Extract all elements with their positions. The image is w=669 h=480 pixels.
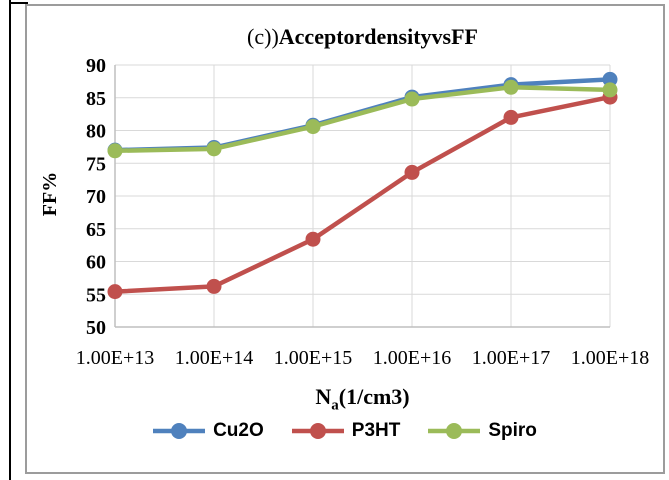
x-tick-label: 1.00E+14 (175, 347, 254, 369)
legend-label: P3HT (351, 420, 401, 441)
legend-marker-icon (291, 423, 344, 439)
chart-title-prefix: (c)) (247, 24, 279, 49)
legend-item-p3ht: P3HT (291, 420, 401, 442)
chart-title: (c))AcceptordensityvsFF (115, 24, 610, 50)
x-tick-label: 1.00E+15 (274, 347, 353, 369)
data-point-spiro (107, 143, 123, 159)
x-tick-label: 1.00E+18 (571, 347, 650, 369)
data-point-p3ht (503, 109, 519, 125)
y-tick-label: 65 (86, 219, 106, 241)
y-tick-label: 60 (86, 252, 106, 274)
legend-item-spiro: Spiro (428, 420, 537, 442)
legend-item-cu2o: Cu2O (153, 420, 264, 442)
y-tick-label: 55 (86, 284, 106, 306)
y-tick-label: 90 (86, 55, 106, 77)
legend-marker-icon (153, 423, 206, 439)
table-border-horizontal (9, 2, 28, 4)
data-point-p3ht (305, 231, 321, 247)
x-axis-title-units: (1/cm3) (338, 384, 410, 409)
chart-legend: Cu2O P3HT Spiro (27, 420, 663, 442)
legend-marker-icon (428, 423, 481, 439)
x-tick-label: 1.00E+16 (373, 347, 452, 369)
x-axis-title-subscript: a (331, 397, 339, 414)
data-point-p3ht (404, 164, 420, 180)
y-tick-label: 85 (86, 88, 106, 110)
y-tick-label: 80 (86, 121, 106, 143)
x-tick-label: 1.00E+13 (76, 347, 155, 369)
data-point-spiro (206, 141, 222, 157)
x-axis-title-main: N (315, 384, 332, 409)
embedded-chart[interactable]: (c))AcceptordensityvsFF FF% 90 85 80 75 70 65… (25, 4, 665, 474)
series-line-spiro (112, 85, 613, 154)
legend-label: Spiro (488, 420, 537, 441)
chart-title-text: AcceptordensityvsFF (278, 24, 478, 49)
series-line-p3ht (112, 94, 613, 294)
y-tick-label: 70 (86, 186, 106, 208)
data-point-spiro (602, 82, 618, 98)
data-point-p3ht (107, 284, 123, 300)
x-tick-label: 1.00E+17 (472, 347, 551, 369)
data-point-cu2o (602, 71, 618, 87)
y-tick-label: 50 (86, 317, 106, 339)
data-point-spiro (404, 91, 420, 107)
data-point-p3ht (206, 278, 222, 294)
x-axis-title: Na(1/cm3) (115, 384, 610, 414)
data-point-spiro (305, 119, 321, 135)
data-point-spiro (503, 79, 519, 95)
plot-area: 90 85 80 75 70 65 60 55 50 1.00E+13 1.00E+14 1.00E+… (76, 55, 650, 369)
y-tick-label: 75 (86, 153, 106, 175)
table-border-vertical (9, 0, 11, 480)
legend-label: Cu2O (213, 420, 264, 441)
